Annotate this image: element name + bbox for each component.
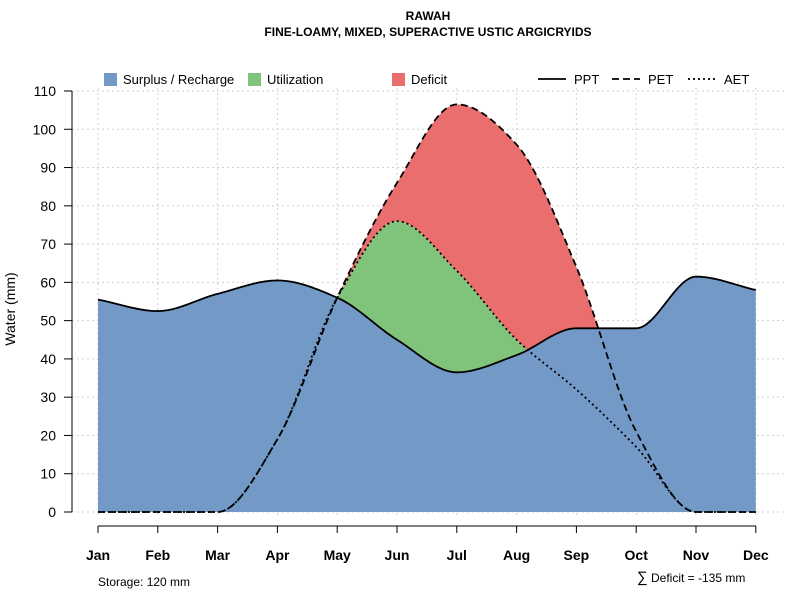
legend-label-pet: PET (648, 72, 673, 87)
y-tick-label: 20 (40, 427, 56, 443)
x-tick-label-sep: Sep (564, 547, 590, 563)
legend: Surplus / Recharge Utilization Deficit P… (104, 72, 749, 87)
y-tick-label: 40 (40, 351, 56, 367)
x-tick-label-may: May (324, 547, 351, 563)
x-tick-label-jun: Jun (385, 547, 410, 563)
y-tick-label: 110 (34, 83, 57, 99)
legend-swatch-utilization (248, 73, 261, 86)
y-tick-label: 90 (40, 160, 56, 176)
deficit-note: Deficit = -135 mm (651, 571, 745, 585)
x-tick-label-oct: Oct (625, 547, 649, 563)
chart-subtitle: FINE-LOAMY, MIXED, SUPERACTIVE USTIC ARG… (264, 25, 591, 39)
x-tick-label-apr: Apr (265, 547, 290, 563)
deficit-sum-symbol: ∑ (637, 569, 648, 586)
y-tick-label: 30 (40, 389, 56, 405)
area-utilization (98, 221, 756, 512)
x-tick-label-feb: Feb (145, 547, 170, 563)
x-tick-label-mar: Mar (205, 547, 230, 563)
legend-swatch-deficit (392, 73, 405, 86)
area-layer (98, 104, 756, 512)
y-tick-label: 80 (40, 198, 56, 214)
chart-title: RAWAH (406, 9, 451, 23)
line-layer (97, 103, 757, 513)
x-tick-label-jul: Jul (447, 547, 467, 563)
y-tick-label: 60 (40, 274, 56, 290)
y-ticks: 0 10 20 30 40 50 60 70 80 90 100 110 (33, 83, 72, 520)
y-tick-label: 50 (40, 313, 56, 329)
axes (71, 91, 756, 527)
series-line-aet (98, 220, 756, 513)
area-deficit (98, 104, 756, 350)
y-axis-label: Water (mm) (2, 272, 18, 345)
x-tick-label-jan: Jan (86, 547, 110, 563)
x-tick-label-dec: Dec (743, 547, 769, 563)
legend-label-ppt: PPT (574, 72, 599, 87)
legend-label-surplus: Surplus / Recharge (123, 72, 234, 87)
y-tick-label: 0 (48, 504, 56, 520)
series-line-ppt (97, 275, 757, 374)
legend-label-deficit: Deficit (411, 72, 448, 87)
y-tick-label: 10 (40, 466, 56, 482)
y-tick-label: 100 (33, 121, 57, 137)
area-surplus-recharge (98, 276, 756, 512)
legend-swatch-surplus (104, 73, 117, 86)
storage-note: Storage: 120 mm (98, 575, 190, 589)
legend-label-utilization: Utilization (267, 72, 323, 87)
legend-label-aet: AET (724, 72, 749, 87)
x-tick-label-aug: Aug (503, 547, 530, 563)
y-tick-label: 70 (40, 236, 56, 252)
x-ticks: Jan Feb Mar Apr May Jun Jul Aug Sep Oct Nov Dec (86, 526, 769, 563)
x-tick-label-nov: Nov (683, 547, 710, 563)
